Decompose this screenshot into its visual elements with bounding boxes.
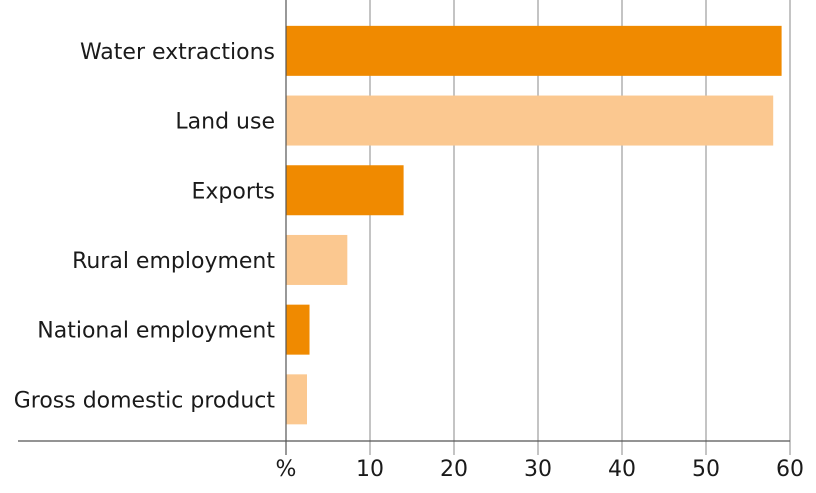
category-label: Exports (192, 179, 275, 204)
category-labels: Water extractions Land use Exports Rural em… (14, 40, 276, 414)
bars (286, 25, 782, 425)
category-label: National employment (37, 319, 275, 344)
bar-water-extractions (286, 25, 782, 76)
bar-rural-employment (286, 234, 348, 285)
x-tick-label: % (276, 457, 297, 482)
x-tick-label: 30 (524, 457, 552, 482)
category-label: Gross domestic product (14, 388, 276, 413)
x-tick-label: 40 (608, 457, 636, 482)
bar-gross-domestic-product (286, 374, 307, 425)
tick-labels: % 10 20 30 40 50 60 (276, 457, 804, 482)
x-tick-label: 50 (692, 457, 720, 482)
category-label: Water extractions (80, 40, 275, 65)
category-label: Rural employment (72, 249, 275, 274)
x-tick-label: 10 (356, 457, 384, 482)
bar-land-use (286, 95, 774, 146)
axes (18, 0, 790, 455)
category-label: Land use (175, 110, 275, 135)
x-tick-label: 60 (776, 457, 804, 482)
x-tick-label: 20 (440, 457, 468, 482)
bar-exports (286, 165, 404, 216)
bar-national-employment (286, 304, 310, 355)
